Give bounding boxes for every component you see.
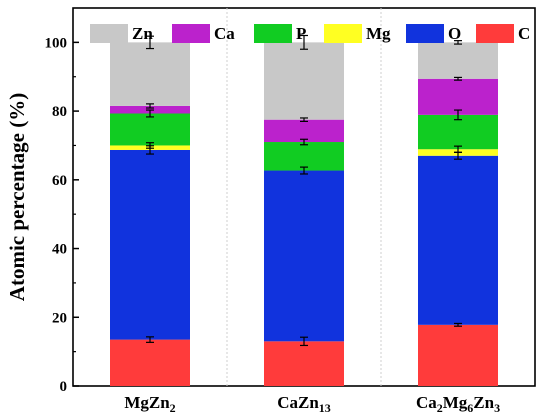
- label-part: Mg: [443, 393, 468, 412]
- bar-stack-group: [110, 42, 498, 386]
- bar-segment-c: [418, 324, 498, 386]
- subscript: 6: [467, 401, 473, 415]
- bar-segment-zn: [110, 42, 190, 106]
- y-axis-title: Atomic percentage (%): [5, 93, 29, 301]
- label-part: Ca: [416, 393, 437, 412]
- category-separators: [226, 8, 382, 386]
- bar-segment-c: [264, 341, 344, 386]
- label-part: MgZn: [124, 393, 170, 412]
- error-bar-group: [146, 34, 462, 347]
- y-tick-label: 100: [45, 35, 68, 51]
- legend-label-c: C: [518, 24, 530, 43]
- x-axis: MgZn2 CaZn13 Ca2Mg6Zn3: [124, 393, 500, 415]
- y-tick-label: 40: [52, 242, 67, 258]
- legend-swatch-zn: [90, 24, 128, 43]
- bar-segment-p: [264, 142, 344, 171]
- legend-label-o: O: [448, 24, 461, 43]
- legend-label-ca: Ca: [214, 24, 235, 43]
- legend-label-zn: Zn: [132, 24, 153, 43]
- subscript: 2: [437, 401, 443, 415]
- legend-swatch-mg: [324, 24, 362, 43]
- subscript: 2: [170, 401, 176, 415]
- bar-segment-ca: [264, 119, 344, 143]
- y-tick-label: 0: [60, 379, 68, 395]
- bar-segment-c: [110, 339, 190, 386]
- bar-segment-o: [110, 149, 190, 340]
- subscript: 3: [494, 401, 500, 415]
- bar-segment-zn: [264, 42, 344, 120]
- bar-segment-o: [418, 155, 498, 325]
- legend-swatch-o: [406, 24, 444, 43]
- legend-swatch-p: [254, 24, 292, 43]
- bar-segment-p: [418, 114, 498, 150]
- x-tick-label: Ca2Mg6Zn3: [416, 393, 500, 415]
- bar-segment-zn: [418, 42, 498, 79]
- subscript: 13: [319, 401, 331, 415]
- y-tick-label: 20: [52, 310, 67, 326]
- bar-segment-p: [110, 113, 190, 146]
- y-axis: 0 20 40 60 80 100: [45, 35, 79, 395]
- x-tick-label: MgZn2: [124, 393, 175, 415]
- y-tick-label: 80: [52, 104, 67, 120]
- label-part: Zn: [473, 393, 494, 412]
- legend-label-mg: Mg: [366, 24, 391, 43]
- legend-swatch-ca: [172, 24, 210, 43]
- x-tick-label: CaZn13: [277, 393, 331, 415]
- legend-swatch-c: [476, 24, 514, 43]
- bar-segment-ca: [418, 78, 498, 115]
- y-tick-label: 60: [52, 173, 67, 189]
- legend-label-p: P: [296, 24, 306, 43]
- bar-segment-o: [264, 170, 344, 342]
- legend: Zn Ca P Mg O C: [90, 24, 530, 43]
- label-part: CaZn: [277, 393, 319, 412]
